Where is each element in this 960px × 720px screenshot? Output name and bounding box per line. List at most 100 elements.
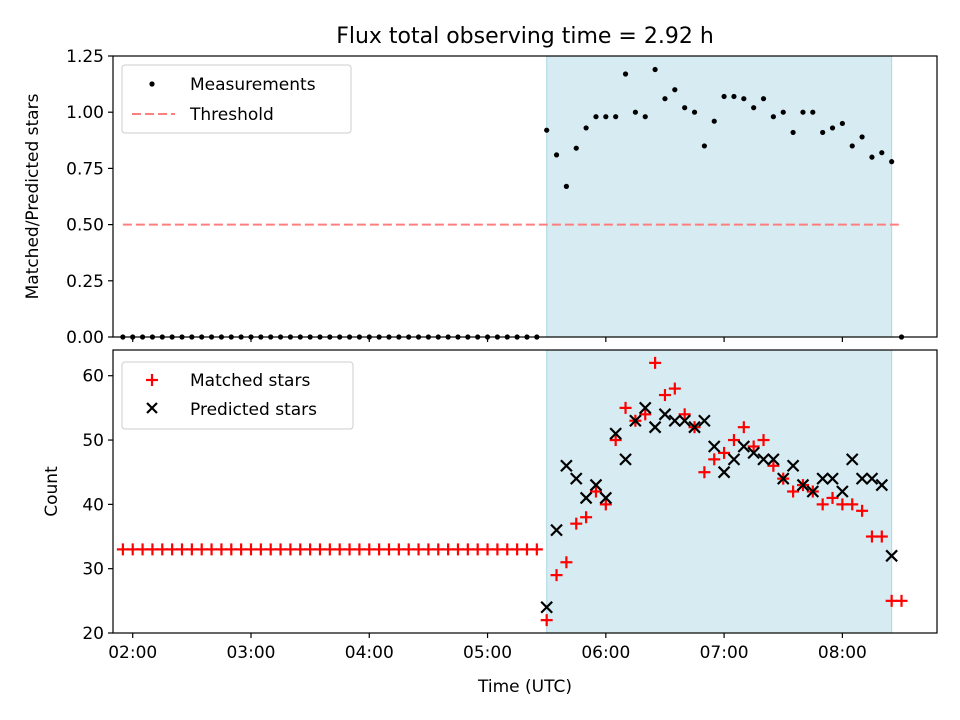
predicted-star-point	[579, 491, 593, 505]
predicted-star-point	[806, 485, 820, 498]
measurement-point	[573, 145, 579, 151]
matched-star-point	[599, 498, 612, 511]
count-legend: Matched stars Predicted stars	[121, 361, 354, 430]
matched-star-point	[727, 434, 740, 447]
predicted-star-point	[836, 485, 849, 498]
ratio-x-ticks	[132, 337, 843, 342]
matched-star-point	[787, 485, 800, 498]
chart-title: Flux total observing time = 2.92 h	[336, 24, 714, 49]
matched-star-point	[856, 504, 869, 517]
predicted-star-point	[707, 440, 721, 453]
y-tick-label: 30	[82, 560, 104, 580]
matched-star-point	[619, 401, 632, 414]
count-x-ticks: 02:00 03:00 04:00 05:00 06:00 07:00 08:00	[108, 633, 867, 663]
measurement-point	[770, 114, 776, 120]
predicted-star-point	[845, 453, 859, 466]
legend-predicted-marker	[146, 402, 158, 414]
predicted-star-point	[550, 523, 563, 537]
matched-star-point	[747, 440, 760, 453]
matched-star-point	[816, 498, 829, 511]
ratio-y-ticks: 0.00 0.25 0.50 0.75 1.00 1.25	[66, 47, 113, 348]
measurement-point	[583, 125, 589, 131]
matched-star-point	[649, 356, 662, 369]
y-tick-label: 1.25	[66, 47, 104, 67]
predicted-star-point	[875, 478, 889, 492]
legend-matched-label: Matched stars	[190, 371, 310, 391]
predicted-star-point	[599, 491, 613, 505]
legend-predicted-label: Predicted stars	[190, 400, 317, 420]
measurement-point	[544, 127, 550, 133]
predicted-star-point	[865, 472, 879, 485]
count-panel-frame	[112, 349, 938, 634]
y-tick-label: 0.25	[66, 272, 104, 292]
legend-measurements-marker	[149, 81, 155, 87]
measurement-point	[760, 96, 767, 102]
matched-star-point	[530, 543, 543, 556]
matched-star-point	[767, 459, 780, 472]
y-tick-label: 50	[82, 431, 104, 451]
observing-window-span	[546, 55, 893, 338]
ratio-legend: Measurements Threshold	[121, 64, 352, 134]
predicted-star-point	[569, 472, 583, 485]
measurement-point	[711, 118, 717, 124]
measurement-point	[622, 71, 629, 77]
predicted-star-point	[816, 472, 829, 485]
predicted-star-point	[757, 453, 770, 466]
measurement-point	[800, 109, 806, 115]
predicted-star-point	[826, 472, 839, 485]
matched-star-point	[540, 614, 553, 627]
matched-star-point	[570, 517, 583, 530]
count-y-axis-label: Count	[42, 466, 62, 517]
measurement-point	[829, 125, 836, 131]
predicted-star-point	[737, 440, 751, 453]
matched-star-point	[846, 498, 859, 511]
matched-star-point	[580, 511, 593, 524]
predicted-star-point	[776, 472, 790, 485]
matched-star-point	[668, 382, 681, 395]
count-y-ticks: 20 30 40 50 60	[82, 367, 113, 644]
predicted-star-point	[796, 478, 810, 492]
predicted-star-point	[767, 453, 780, 466]
predicted-star-point	[540, 600, 553, 614]
predicted-stars-points	[540, 401, 898, 614]
predicted-star-point	[688, 420, 701, 434]
measurement-point	[632, 109, 638, 115]
measurement-point	[682, 105, 688, 111]
x-tick-label: 07:00	[700, 643, 749, 663]
measurement-point	[889, 159, 895, 165]
predicted-star-point	[609, 427, 622, 440]
measurement-point	[849, 143, 855, 149]
predicted-star-point	[560, 459, 573, 473]
matched-star-point	[895, 594, 908, 607]
predicted-star-point	[638, 401, 652, 415]
matched-star-point	[718, 446, 731, 459]
measurement-point	[780, 109, 786, 115]
predicted-star-point	[658, 408, 672, 421]
measurement-point	[642, 114, 648, 120]
x-axis-label: Time (UTC)	[477, 677, 572, 697]
x-tick-label: 02:00	[108, 643, 157, 663]
measurement-point	[691, 109, 698, 115]
predicted-star-point	[678, 414, 691, 428]
measurement-point	[721, 93, 727, 100]
measurement-point	[741, 96, 747, 102]
measurement-point	[820, 129, 826, 136]
observing-window-span	[546, 349, 893, 634]
x-tick-label: 04:00	[345, 643, 394, 663]
predicted-star-point	[619, 453, 632, 466]
predicted-star-point	[727, 453, 741, 466]
x-tick-label: 03:00	[226, 643, 275, 663]
matched-star-point	[550, 569, 563, 582]
ratio-panel: 0.00 0.25 0.50 0.75 1.00 1.25 Matched/Predict…	[23, 47, 938, 348]
measurement-point	[563, 183, 569, 189]
matched-star-point	[708, 453, 721, 466]
y-tick-label: 20	[82, 624, 104, 644]
legend-threshold-label: Threshold	[189, 105, 274, 125]
matched-star-point	[560, 556, 573, 569]
measurement-point	[662, 96, 668, 102]
predicted-star-point	[717, 465, 731, 479]
matched-star-point	[826, 491, 839, 504]
count-legend-box	[121, 361, 354, 430]
x-tick-label: 06:00	[581, 643, 630, 663]
